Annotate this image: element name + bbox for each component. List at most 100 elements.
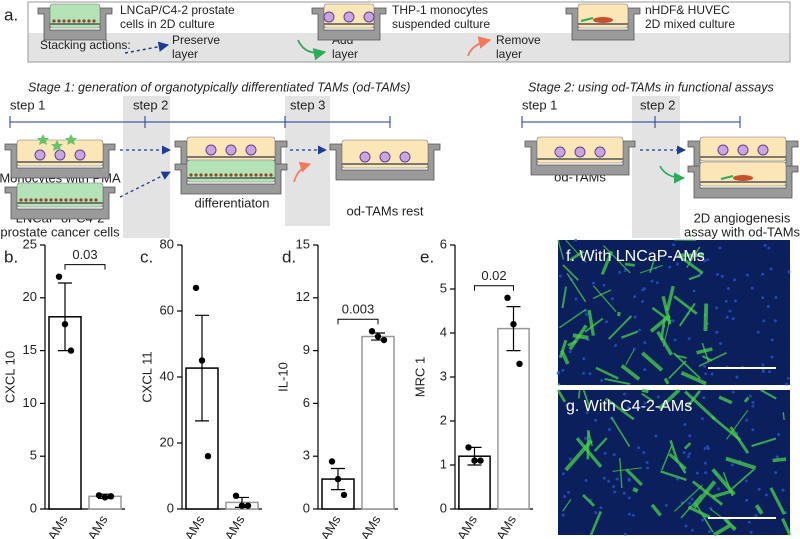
cell: [24, 198, 28, 202]
monocyte: [343, 11, 355, 23]
nucleus: [745, 498, 749, 502]
cell: [34, 198, 38, 202]
nucleus: [703, 447, 707, 451]
nucleus: [787, 270, 791, 274]
nucleus: [613, 490, 617, 494]
vessel: [557, 239, 565, 260]
add-arrow: [659, 165, 686, 184]
vessel: [680, 370, 707, 386]
nucleus: [623, 399, 627, 403]
nucleus: [768, 370, 772, 374]
legend-text: nHDF& HUVEC: [645, 3, 730, 17]
vessel: [650, 503, 662, 517]
nucleus: [730, 463, 734, 467]
nucleus: [612, 485, 616, 489]
cell: [209, 173, 213, 177]
data-point: [504, 294, 511, 301]
nucleus: [761, 272, 765, 276]
cell: [74, 198, 78, 202]
y-tick-label: 6: [303, 395, 310, 410]
monocyte: [225, 144, 237, 156]
step-band: [123, 96, 170, 238]
nucleus: [610, 297, 614, 301]
vessel: [703, 303, 709, 332]
nucleus: [718, 246, 722, 250]
monocyte: [717, 144, 729, 156]
monocyte: [323, 11, 335, 23]
action-text: Remove: [496, 33, 541, 47]
y-tick-label: 20: [160, 434, 174, 449]
nucleus: [728, 309, 732, 313]
well-frame: [37, 7, 113, 41]
timeline-ticks: [9, 116, 741, 128]
nucleus: [688, 434, 692, 438]
nucleus: [766, 304, 770, 308]
vessel: [610, 416, 631, 448]
monocyte: [34, 149, 46, 161]
cell: [57, 19, 61, 23]
vessel: [595, 366, 619, 380]
nucleus: [761, 370, 765, 374]
y-tick-label: 0: [303, 500, 310, 515]
vessel: [662, 322, 670, 347]
well-frame: [687, 165, 799, 199]
nucleus: [762, 319, 766, 323]
stage-title: Stage 1: generation of organotypically d…: [28, 80, 410, 94]
pma-star: [65, 134, 77, 145]
cell: [199, 173, 203, 177]
cell: [229, 173, 233, 177]
cell: [204, 173, 208, 177]
step-label: step 3: [290, 97, 325, 112]
vessel: [625, 468, 643, 487]
vessel: [624, 262, 635, 267]
vessel: [772, 457, 787, 463]
vessel: [769, 487, 786, 515]
cell: [234, 173, 238, 177]
nucleus: [786, 376, 790, 380]
nucleus: [777, 432, 781, 436]
vessel: [673, 295, 698, 315]
vessel: [688, 274, 701, 281]
nucleus: [706, 447, 710, 451]
y-tick-label: 1: [440, 456, 447, 471]
nucleus: [754, 513, 758, 517]
data-point: [204, 453, 212, 460]
nucleus: [682, 451, 686, 455]
nucleus: [756, 330, 760, 334]
legend-text: cells in 2D culture: [120, 17, 215, 31]
vessel: [684, 390, 716, 421]
nucleus: [631, 513, 635, 517]
nucleus: [761, 363, 765, 367]
vessel: [641, 351, 664, 372]
nucleus: [614, 344, 618, 348]
p-value: 0.003: [342, 302, 375, 317]
data-point: [232, 492, 240, 499]
nucleus: [584, 478, 588, 482]
cell: [79, 198, 83, 202]
nucleus: [582, 371, 586, 375]
nucleus: [582, 357, 586, 361]
legend-text: 2D mixed culture: [645, 17, 735, 31]
nucleus: [745, 418, 749, 422]
legend-text: suspended culture: [392, 17, 490, 31]
vessel: [587, 309, 595, 336]
x-tick-label: LNCaP-AMs: [21, 512, 70, 539]
cell: [244, 173, 248, 177]
well-frame: [329, 143, 441, 181]
vessel: [569, 250, 585, 262]
vessel: [604, 377, 631, 386]
vessel: [678, 463, 687, 474]
nucleus: [747, 520, 751, 524]
nucleus: [781, 488, 785, 492]
data-point: [244, 502, 252, 509]
data-point: [101, 494, 109, 501]
nucleus: [704, 471, 708, 475]
nucleus: [623, 532, 627, 536]
vessel: [619, 458, 623, 489]
nucleus: [773, 319, 777, 323]
step-label: step 1: [522, 97, 557, 112]
nucleus: [770, 355, 774, 359]
vessel: [657, 388, 681, 411]
vessel: [592, 289, 612, 299]
nucleus: [568, 457, 572, 461]
